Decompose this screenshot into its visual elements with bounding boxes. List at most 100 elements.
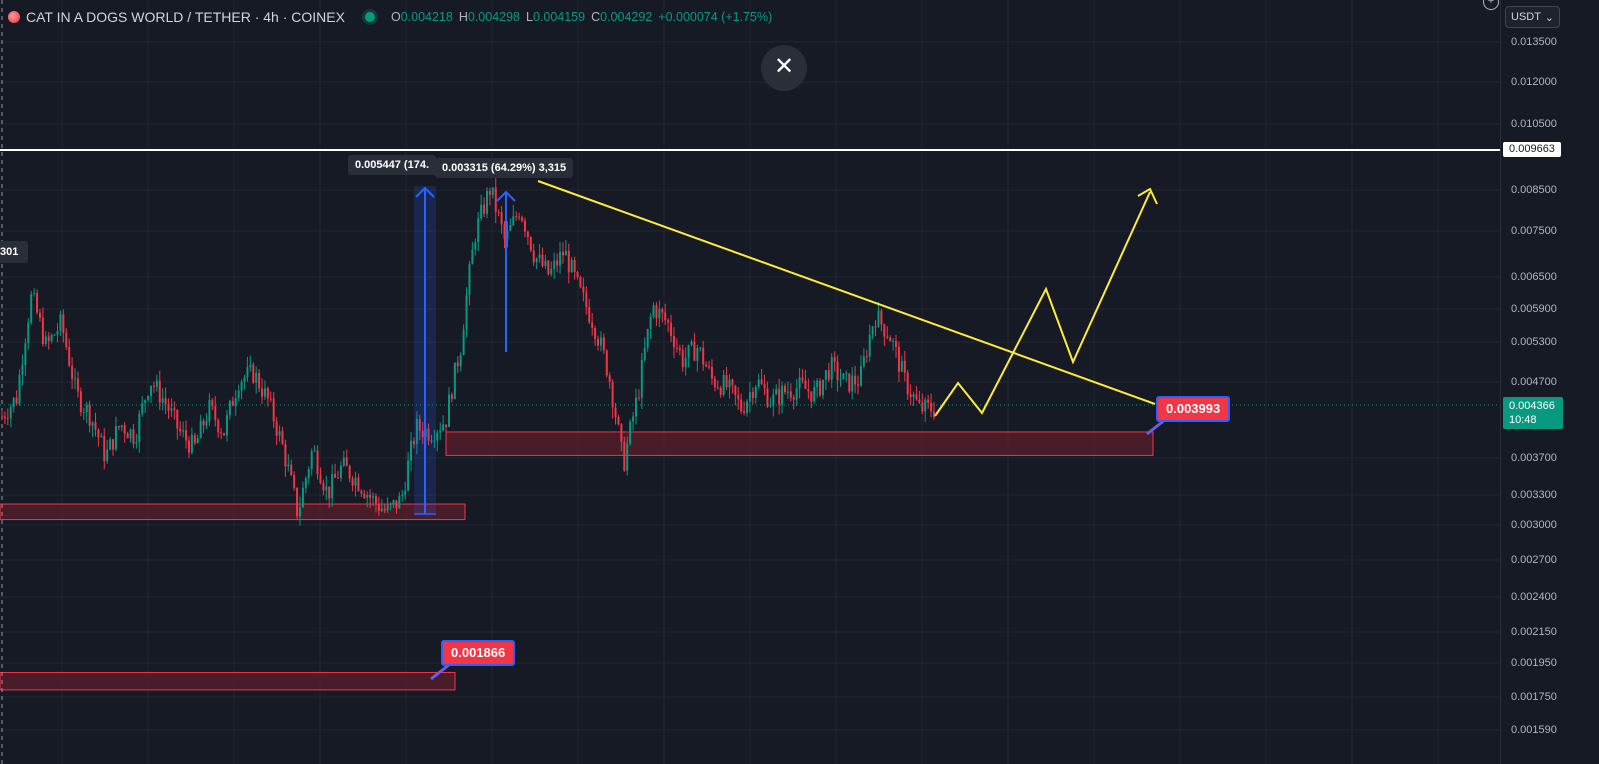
candle-body [401,494,404,496]
candle-body [497,211,500,213]
candle-body [278,431,281,436]
descending-trendline[interactable] [537,180,1156,405]
candle-body [483,204,486,214]
candle-body [214,406,217,421]
candle-body [488,190,491,195]
price-range-measure-1[interactable] [414,186,436,515]
candle-body [769,405,772,407]
candle-body [792,397,795,400]
price-axis[interactable] [1500,0,1599,764]
candle-body [147,395,150,401]
candle-body [474,242,477,250]
candle-body [33,293,36,295]
candle-body [494,187,497,212]
candle-body [18,374,21,404]
candle-body [170,408,173,411]
symbol-title[interactable]: CAT IN A DOGS WORLD / TETHER · 4h · COIN… [26,9,345,25]
candle-body [97,429,100,438]
candle-body [871,326,874,335]
candle-body [710,366,713,379]
candle-body [874,326,877,328]
candle-body [646,329,649,348]
measure-label-1[interactable]: 0.005447 (174. [348,155,437,175]
candle-body [1,416,3,418]
candle-body [205,421,208,426]
price-axis-label: 0.010500 [1511,118,1557,130]
change-value: +0.000074 (+1.75%) [658,10,773,24]
candle-body [88,404,91,426]
candle-body [296,487,299,517]
demand-zone[interactable] [0,503,466,521]
demand-zone[interactable] [0,671,456,691]
currency-selector[interactable]: USDT ⌄ [1505,6,1560,28]
candle-body [62,314,65,333]
candle-body [109,439,112,450]
projection-path[interactable] [934,191,1151,417]
price-axis-label: 0.001950 [1511,657,1557,669]
candle-body [269,398,272,400]
demand-zone[interactable] [445,431,1154,456]
candle-body [76,378,79,392]
candle-body [158,380,161,403]
current-price-tag: 0.004366 10:48 [1503,397,1563,429]
candle-body [427,428,430,441]
candle-body [532,250,535,263]
close-button[interactable]: ✕ [761,45,807,91]
candle-body [304,478,307,488]
candle-body [395,500,398,509]
candle-body [307,468,310,479]
candle-body [611,381,614,408]
candle-body [579,277,582,287]
market-status-icon [364,12,375,22]
candle-body [322,483,325,491]
callout-lower[interactable]: 0.001866 [441,640,516,666]
candle-body [354,477,357,486]
candle-body [719,388,722,395]
candle-body [529,237,532,251]
chevron-down-icon: ⌄ [1544,11,1554,24]
candle-countdown: 10:48 [1509,414,1537,426]
candle-body [85,404,88,413]
price-axis-label: 0.001590 [1511,724,1557,736]
candle-body [301,487,304,508]
candle-body [334,473,337,478]
candle-body [760,379,763,384]
candle-body [591,322,594,328]
candle-body [754,386,757,398]
candle-body [702,347,705,365]
candle-body [722,375,725,395]
candle-body [284,443,287,467]
price-axis-label: 0.008500 [1511,184,1557,196]
price-range-measure-2[interactable] [496,190,516,352]
candle-body [556,260,559,266]
candle-body [433,440,436,442]
candle-body [357,477,360,491]
price-axis-label: 0.002400 [1511,591,1557,603]
candle-body [830,357,833,380]
price-chart[interactable] [0,0,1500,764]
callout-upper[interactable]: 0.003993 [1156,396,1231,422]
price-axis-label: 0.002700 [1511,554,1557,566]
candle-body [331,473,334,499]
candle-body [240,382,243,391]
candle-body [135,442,138,444]
candle-body [36,293,39,313]
candle-body [211,400,214,407]
candle-body [231,400,234,406]
candle-body [731,379,734,386]
candle-body [810,391,813,402]
measure-label-2[interactable]: 0.003315 (64.29%) 3,315 [435,158,574,178]
candle-body [523,220,526,232]
candle-body [185,430,188,441]
candle-body [746,401,749,413]
candle-body [234,398,237,406]
candle-body [547,260,550,275]
candle-body [290,464,293,476]
candle-body [459,355,462,367]
candle-body [778,389,781,405]
candle-body [848,373,851,392]
candle-body [6,418,9,420]
candle-body [839,379,842,381]
candle-body [293,475,296,488]
candle-body [126,433,129,439]
